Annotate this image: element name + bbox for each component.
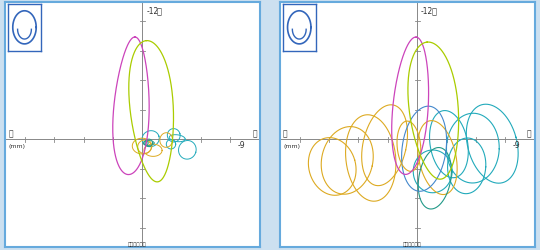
Text: 左: 左 bbox=[527, 129, 532, 138]
Text: -12: -12 bbox=[421, 8, 433, 16]
Text: （ヘル直面）: （ヘル直面） bbox=[403, 240, 422, 246]
Text: -12: -12 bbox=[146, 8, 159, 16]
Text: 左: 左 bbox=[252, 129, 257, 138]
Text: -9: -9 bbox=[512, 140, 520, 149]
Text: 上: 上 bbox=[432, 8, 437, 16]
Text: 上: 上 bbox=[157, 8, 162, 16]
Text: （ヘル直面）: （ヘル直面） bbox=[128, 240, 147, 246]
Text: (mm): (mm) bbox=[283, 144, 300, 148]
Text: (mm): (mm) bbox=[8, 144, 25, 148]
Text: 右: 右 bbox=[8, 129, 13, 138]
Text: 右: 右 bbox=[283, 129, 288, 138]
Text: -9: -9 bbox=[238, 140, 245, 149]
